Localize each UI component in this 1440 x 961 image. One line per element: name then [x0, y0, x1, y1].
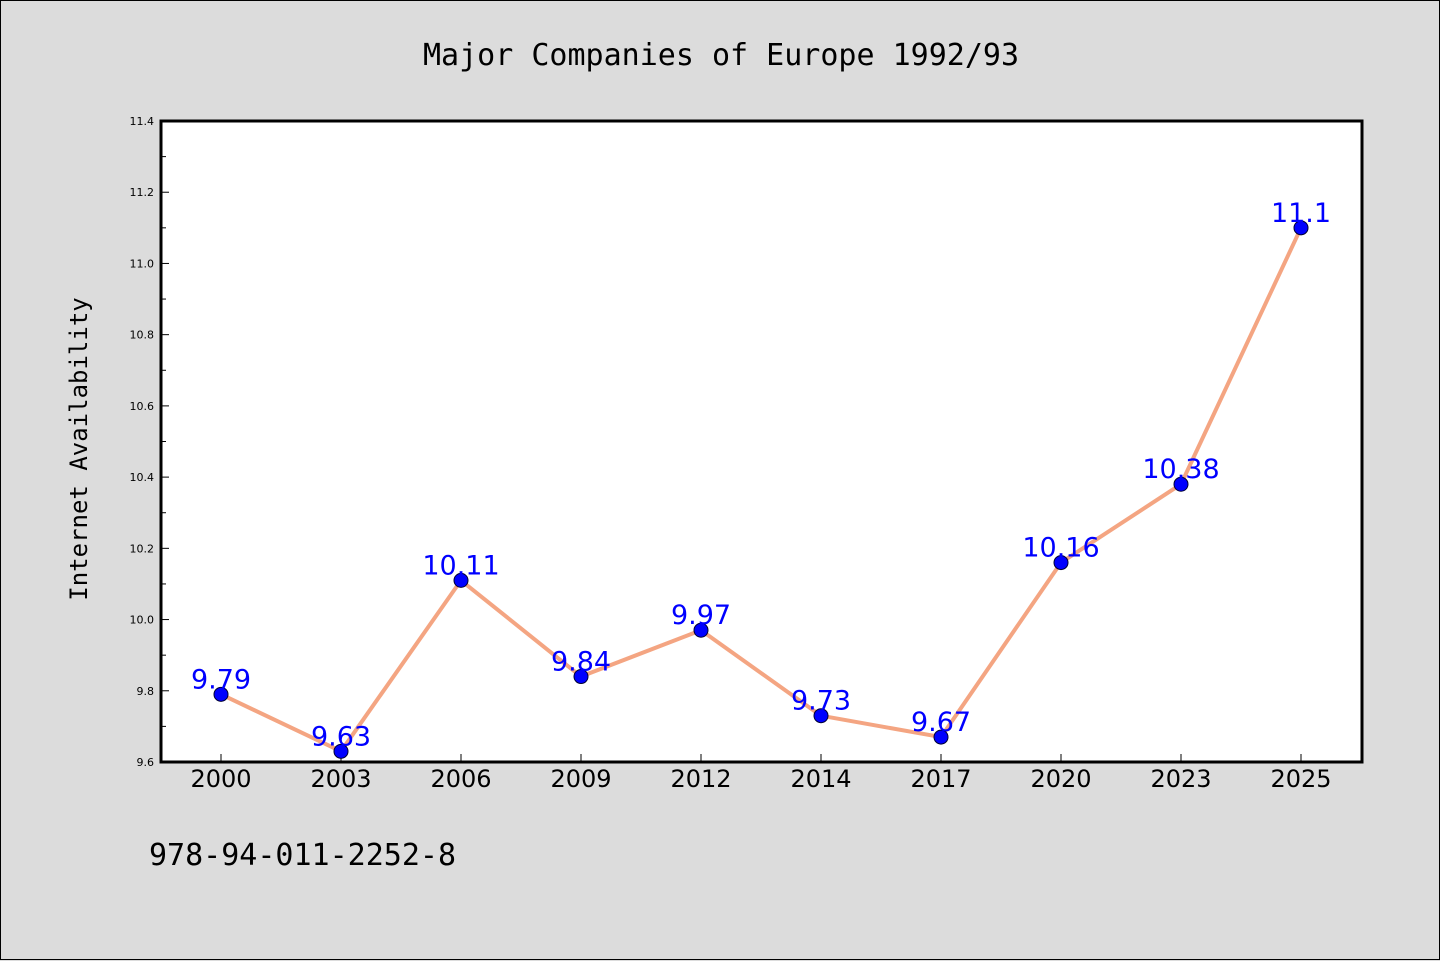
x-axis: 2000 2003 2006 2009 2012 2014 2017 2020 2023 2025 [190, 754, 1332, 793]
data-label: 9.79 [191, 664, 251, 695]
data-label: 11.1 [1271, 198, 1331, 229]
data-point [573, 669, 589, 685]
y-tick-label: 10.2 [130, 542, 155, 555]
y-tick-label: 11.0 [130, 257, 155, 270]
data-label: 9.84 [551, 647, 611, 678]
y-tick-label: 11.4 [130, 115, 155, 128]
data-point [333, 743, 349, 759]
y-tick-label: 10.8 [130, 329, 155, 342]
y-tick-label: 10.4 [130, 471, 155, 484]
x-tick-label: 2014 [790, 765, 851, 793]
footer-isbn: 978-94-011-2252-8 [149, 838, 456, 873]
data-label: 9.73 [791, 686, 851, 717]
data-point [1173, 476, 1189, 492]
x-tick-label: 2009 [550, 765, 611, 793]
series-layer: 9.79 9.63 10.11 9.84 9.97 9.73 9.67 10.16 10.38 1… [191, 198, 1331, 759]
chart-title: Major Companies of Europe 1992/93 [423, 38, 1019, 73]
y-tick-label: 9.6 [137, 756, 155, 769]
x-tick-label: 2023 [1150, 765, 1211, 793]
y-tick-label: 11.2 [130, 186, 155, 199]
data-point [453, 572, 469, 588]
data-label: 10.16 [1022, 533, 1099, 564]
y-axis: 9.6 9.8 10.0 10.2 10.4 10.6 10.8 11.0 11.2 11.4 [130, 115, 169, 769]
data-label: 9.63 [311, 721, 371, 752]
x-tick-label: 2012 [670, 765, 731, 793]
x-tick-label: 2020 [1030, 765, 1091, 793]
data-point [1293, 220, 1309, 236]
data-point [213, 686, 229, 702]
data-point [813, 708, 829, 724]
series-line [220, 226, 1303, 754]
y-tick-label: 10.6 [130, 400, 155, 413]
x-tick-label: 2017 [910, 765, 971, 793]
data-label: 9.97 [671, 600, 731, 631]
y-tick-label: 10.0 [130, 614, 155, 627]
data-point [1053, 555, 1069, 571]
x-tick-label: 2003 [310, 765, 371, 793]
x-tick-label: 2025 [1270, 765, 1331, 793]
data-point [933, 729, 949, 745]
data-label: 10.38 [1142, 454, 1219, 485]
x-tick-label: 2006 [430, 765, 491, 793]
y-axis-label: Internet Availability [65, 297, 93, 600]
data-label: 9.67 [911, 707, 971, 738]
y-tick-label: 9.8 [137, 685, 155, 698]
data-label: 10.11 [422, 550, 499, 581]
plot-area [159, 119, 1364, 764]
data-point [693, 622, 709, 638]
x-tick-label: 2000 [190, 765, 251, 793]
